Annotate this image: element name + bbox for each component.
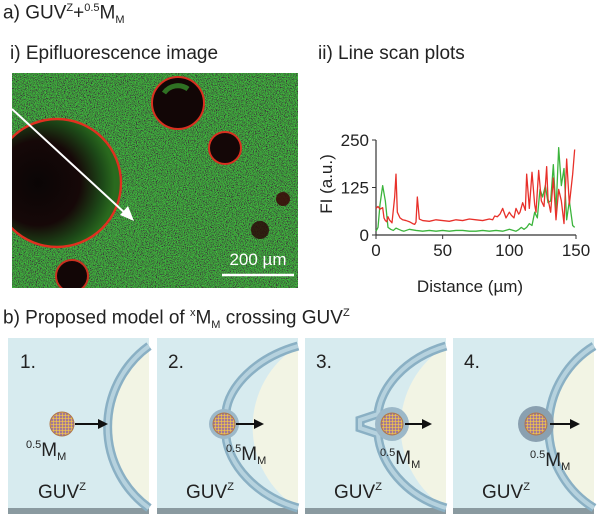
y-axis-label: FI (a.u.)	[317, 154, 336, 214]
series-green-line	[375, 146, 576, 232]
plot-ticks: 0 50 100 150 0 125 250	[341, 131, 591, 260]
part-a-conc: 0.5	[84, 2, 100, 14]
panel-4-number: 4.	[464, 352, 480, 373]
panel-3-guv-label: GUVZ	[334, 481, 382, 503]
part-a-plus: +	[73, 2, 85, 24]
nanoparticle-icon	[49, 411, 75, 437]
guv-small-mid	[209, 132, 241, 164]
part-a-heading: a) GUVZ+0.5MM	[3, 2, 125, 26]
model-panel-4	[453, 338, 597, 514]
part-b-mid: crossing GUV	[220, 307, 343, 329]
part-a-letter: a)	[3, 2, 20, 24]
panel-1-guv-label: GUVZ	[38, 481, 86, 503]
epifluorescence-image: 200 µm	[12, 73, 298, 288]
panel-2-number: 2.	[168, 352, 184, 373]
guv-small-mid-membrane	[208, 131, 242, 165]
line-scan-arrow	[12, 108, 127, 215]
part-b-prefix: b) Proposed model of	[3, 307, 190, 329]
panel-4-mm-label: 0.5MM	[530, 449, 570, 473]
x-tick-label: 0	[371, 241, 380, 260]
panel-4-guv-label: GUVZ	[482, 481, 530, 503]
panel-ii-title: ii) Line scan plots	[318, 43, 465, 64]
panel-1-number: 1.	[20, 352, 36, 373]
part-b-x: x	[189, 307, 196, 319]
part-b-m-sub: M	[211, 319, 221, 332]
part-a-guv: GUV	[25, 2, 67, 24]
x-tick-label: 100	[495, 241, 523, 260]
guv-large	[12, 119, 121, 247]
part-a-m: M	[99, 2, 116, 24]
arrow-icon	[98, 419, 108, 429]
nanoparticle-icon	[524, 412, 548, 436]
guv-small-top-membrane	[151, 76, 205, 130]
part-b-m: M	[195, 307, 212, 329]
nanoparticle-icon	[380, 412, 404, 436]
model-panels: 1. 2. 3. 4. 0.5MM 0.5MM 0.5MM 0.5MM GUVZ…	[8, 338, 597, 514]
guv-large-membrane	[12, 117, 123, 249]
panel-3-number: 3.	[316, 352, 332, 373]
model-panel-2	[157, 338, 300, 514]
line-scan-plot: 0 50 100 150 0 125 250 FI (a.u.) Distance (µm)	[317, 131, 591, 296]
x-axis-label: Distance (µm)	[417, 277, 523, 296]
x-tick-label: 150	[562, 241, 590, 260]
panel-1-mm-label: 0.5MM	[26, 439, 66, 463]
arrow-head-icon	[120, 206, 134, 221]
series-red-line	[375, 149, 576, 226]
guv-small-bottom	[56, 260, 88, 288]
panel-2-guv-label: GUVZ	[186, 481, 234, 503]
model-panel-1	[8, 338, 152, 514]
panel-3-mm-label: 0.5MM	[380, 447, 420, 471]
part-b-guv-sup: Z	[342, 307, 350, 319]
nanoparticle-icon	[212, 412, 236, 436]
panel-2-mm-label: 0.5MM	[226, 443, 266, 467]
x-tick-label: 50	[433, 241, 452, 260]
part-a-guv-sup: Z	[66, 2, 74, 14]
scale-bar-label: 200 µm	[229, 250, 286, 269]
y-tick-label: 0	[360, 226, 369, 245]
part-a-m-sub: M	[115, 14, 125, 27]
model-panel-3	[305, 338, 448, 514]
y-tick-label: 125	[341, 179, 369, 198]
arrow-icon	[570, 419, 580, 429]
y-tick-label: 250	[341, 131, 369, 150]
panel-i-title: i) Epifluorescence image	[10, 43, 219, 64]
arrow-icon	[254, 419, 264, 429]
arrow-icon	[422, 419, 432, 429]
plot-series	[375, 146, 576, 232]
part-b-heading: b) Proposed model of xMM crossing GUVZ	[3, 307, 350, 331]
